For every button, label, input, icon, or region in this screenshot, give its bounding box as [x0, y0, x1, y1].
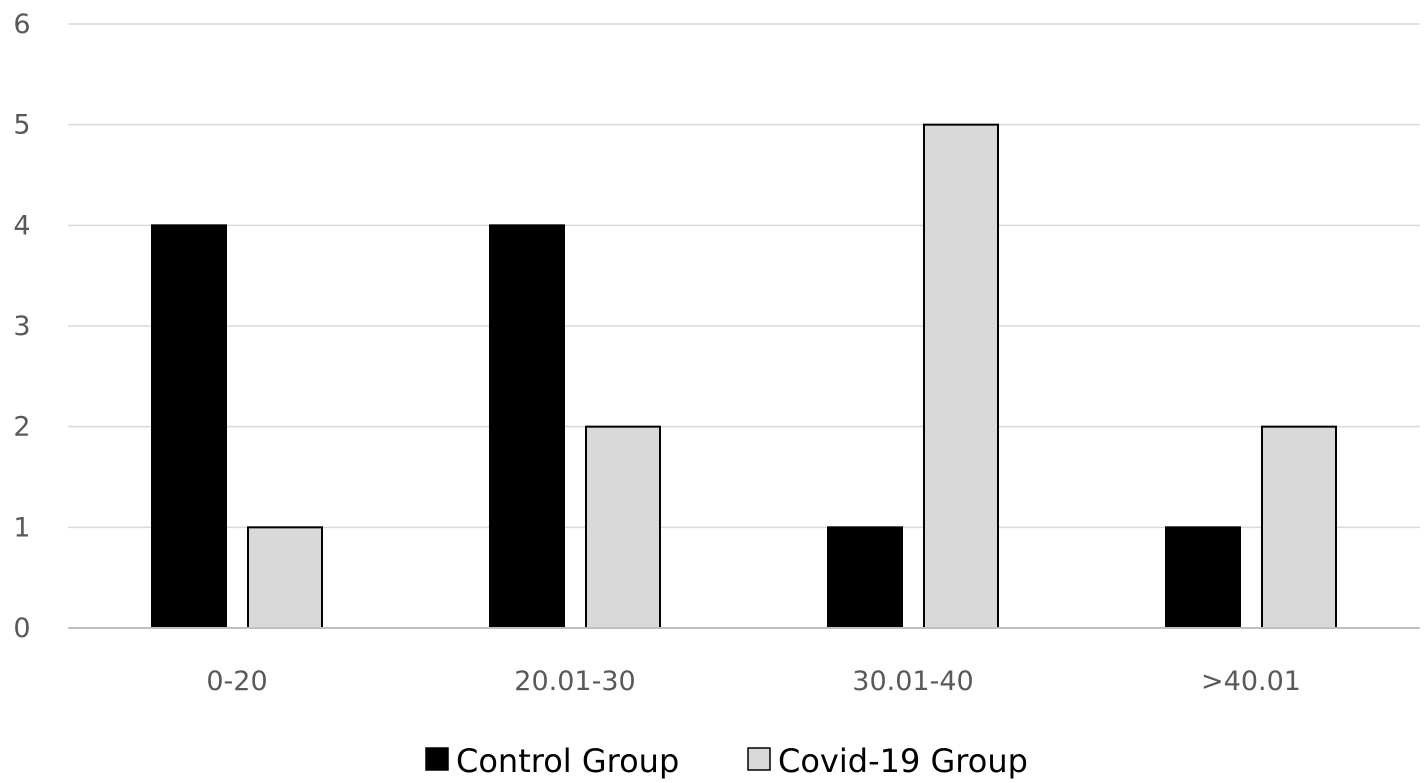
y-tick-label-6: 6 — [13, 9, 30, 40]
bar-covid-19-group-3 — [1261, 425, 1337, 629]
x-tick-label-2: 30.01-40 — [852, 666, 973, 697]
y-tick-label-3: 3 — [13, 311, 30, 342]
y-tick-label-0: 0 — [13, 613, 30, 644]
x-axis-tick-labels: 0-20 20.01-30 30.01-40 >40.01 — [206, 666, 1301, 697]
legend-label-covid-19-group: Covid-19 Group — [778, 742, 1028, 780]
y-tick-label-2: 2 — [13, 412, 30, 443]
x-tick-label-3: >40.01 — [1201, 666, 1301, 697]
y-tick-label-1: 1 — [13, 512, 30, 543]
bar-covid-19-group-1 — [585, 425, 661, 629]
bar-covid-19-group-0 — [247, 526, 323, 629]
y-tick-label-4: 4 — [13, 210, 30, 241]
bar-control-group-1 — [489, 224, 565, 629]
bar-control-group-3 — [1165, 526, 1241, 629]
gridlines — [68, 23, 1420, 529]
bar-covid-19-group-2 — [923, 123, 999, 630]
bar-control-group-0 — [151, 224, 227, 629]
x-tick-label-1: 20.01-30 — [514, 666, 635, 697]
bars — [151, 123, 1337, 630]
legend-swatch-control-group — [425, 747, 449, 771]
legend-label-control-group: Control Group — [456, 742, 679, 780]
x-tick-label-0: 0-20 — [206, 666, 267, 697]
legend: Control Group Covid-19 Group — [425, 742, 1028, 780]
y-tick-label-5: 5 — [13, 110, 30, 141]
legend-swatch-covid-19-group — [747, 747, 771, 771]
y-axis-tick-labels: 0 1 2 3 4 5 6 — [13, 9, 30, 644]
bar-control-group-2 — [827, 526, 903, 629]
